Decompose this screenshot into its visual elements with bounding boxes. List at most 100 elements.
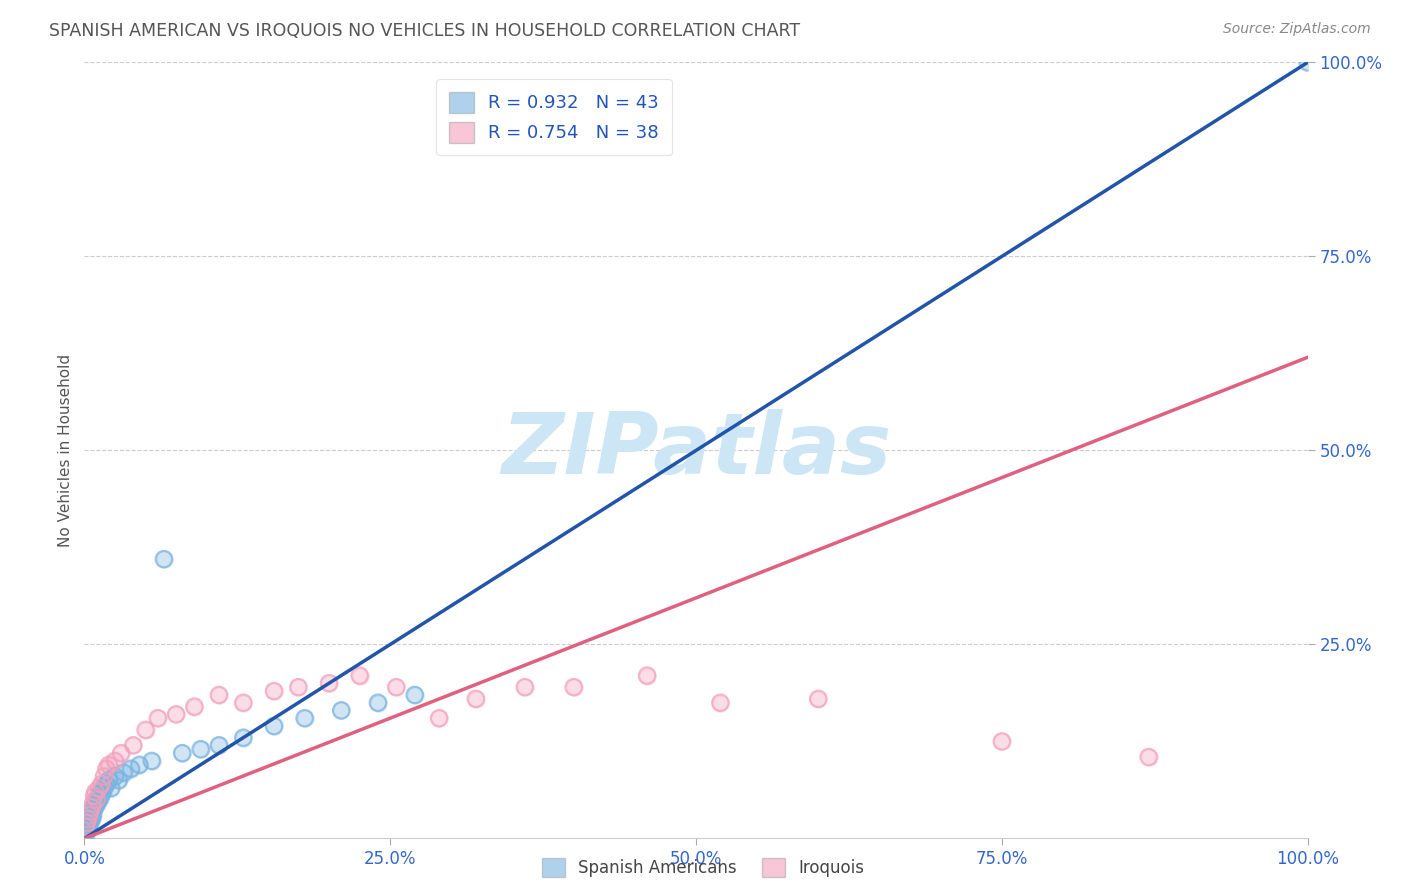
Point — [83, 789, 105, 803]
Point — [208, 739, 231, 753]
Point — [153, 552, 176, 566]
Point — [190, 742, 212, 756]
Point — [83, 802, 105, 816]
Point — [122, 739, 145, 753]
Point — [97, 757, 120, 772]
Point — [128, 757, 150, 772]
Point — [86, 793, 108, 807]
Point — [96, 762, 118, 776]
Point — [330, 703, 353, 717]
Text: SPANISH AMERICAN VS IROQUOIS NO VEHICLES IN HOUSEHOLD CORRELATION CHART: SPANISH AMERICAN VS IROQUOIS NO VEHICLES… — [49, 22, 800, 40]
Point — [76, 820, 98, 834]
Point — [120, 762, 142, 776]
Point — [80, 812, 103, 826]
Point — [349, 668, 371, 682]
Point — [83, 789, 105, 803]
Point — [153, 552, 176, 566]
Point — [1296, 55, 1319, 70]
Point — [90, 787, 112, 801]
Point — [76, 816, 98, 830]
Point — [87, 780, 110, 795]
Point — [807, 691, 830, 706]
Point — [208, 688, 231, 702]
Point — [104, 769, 127, 783]
Point — [807, 691, 830, 706]
Point — [141, 754, 163, 768]
Point — [87, 780, 110, 795]
Point — [82, 797, 104, 811]
Point — [97, 773, 120, 788]
Point — [80, 812, 103, 826]
Point — [87, 794, 110, 808]
Point — [77, 812, 100, 826]
Point — [135, 723, 157, 737]
Point — [263, 684, 285, 698]
Point — [77, 808, 100, 822]
Point — [86, 793, 108, 807]
Point — [77, 812, 100, 826]
Point — [165, 707, 187, 722]
Point — [76, 816, 98, 830]
Point — [100, 780, 122, 795]
Point — [385, 680, 408, 694]
Point — [83, 802, 105, 816]
Legend: Spanish Americans, Iroquois: Spanish Americans, Iroquois — [534, 851, 872, 884]
Point — [93, 769, 115, 783]
Point — [330, 703, 353, 717]
Point — [77, 812, 100, 826]
Point — [513, 680, 536, 694]
Point — [80, 805, 103, 819]
Point — [263, 719, 285, 733]
Point — [77, 816, 100, 830]
Point — [84, 798, 107, 813]
Point — [294, 711, 316, 725]
Point — [263, 719, 285, 733]
Point — [75, 820, 97, 834]
Point — [1137, 750, 1160, 764]
Point — [349, 668, 371, 682]
Point — [86, 793, 108, 807]
Point — [112, 765, 135, 780]
Point — [464, 691, 486, 706]
Point — [208, 739, 231, 753]
Point — [77, 822, 100, 837]
Point — [79, 814, 101, 829]
Point — [84, 785, 107, 799]
Point — [93, 780, 115, 795]
Point — [110, 746, 132, 760]
Point — [294, 711, 316, 725]
Point — [77, 817, 100, 831]
Point — [96, 762, 118, 776]
Point — [82, 808, 104, 822]
Y-axis label: No Vehicles in Household: No Vehicles in Household — [58, 354, 73, 547]
Point — [104, 769, 127, 783]
Point — [84, 798, 107, 813]
Point — [122, 739, 145, 753]
Point — [93, 769, 115, 783]
Point — [107, 773, 129, 788]
Point — [232, 731, 254, 745]
Point — [385, 680, 408, 694]
Point — [75, 828, 97, 842]
Point — [709, 696, 731, 710]
Point — [87, 789, 110, 803]
Point — [208, 688, 231, 702]
Text: ZIPatlas: ZIPatlas — [501, 409, 891, 492]
Point — [93, 780, 115, 795]
Point — [110, 746, 132, 760]
Point — [79, 808, 101, 822]
Point — [172, 746, 194, 760]
Point — [172, 746, 194, 760]
Point — [89, 791, 111, 805]
Point — [90, 777, 112, 791]
Point — [82, 800, 104, 814]
Point — [287, 680, 309, 694]
Point — [97, 773, 120, 788]
Point — [100, 780, 122, 795]
Point — [141, 754, 163, 768]
Point — [104, 754, 127, 768]
Point — [404, 688, 426, 702]
Point — [87, 789, 110, 803]
Point — [183, 699, 205, 714]
Point — [287, 680, 309, 694]
